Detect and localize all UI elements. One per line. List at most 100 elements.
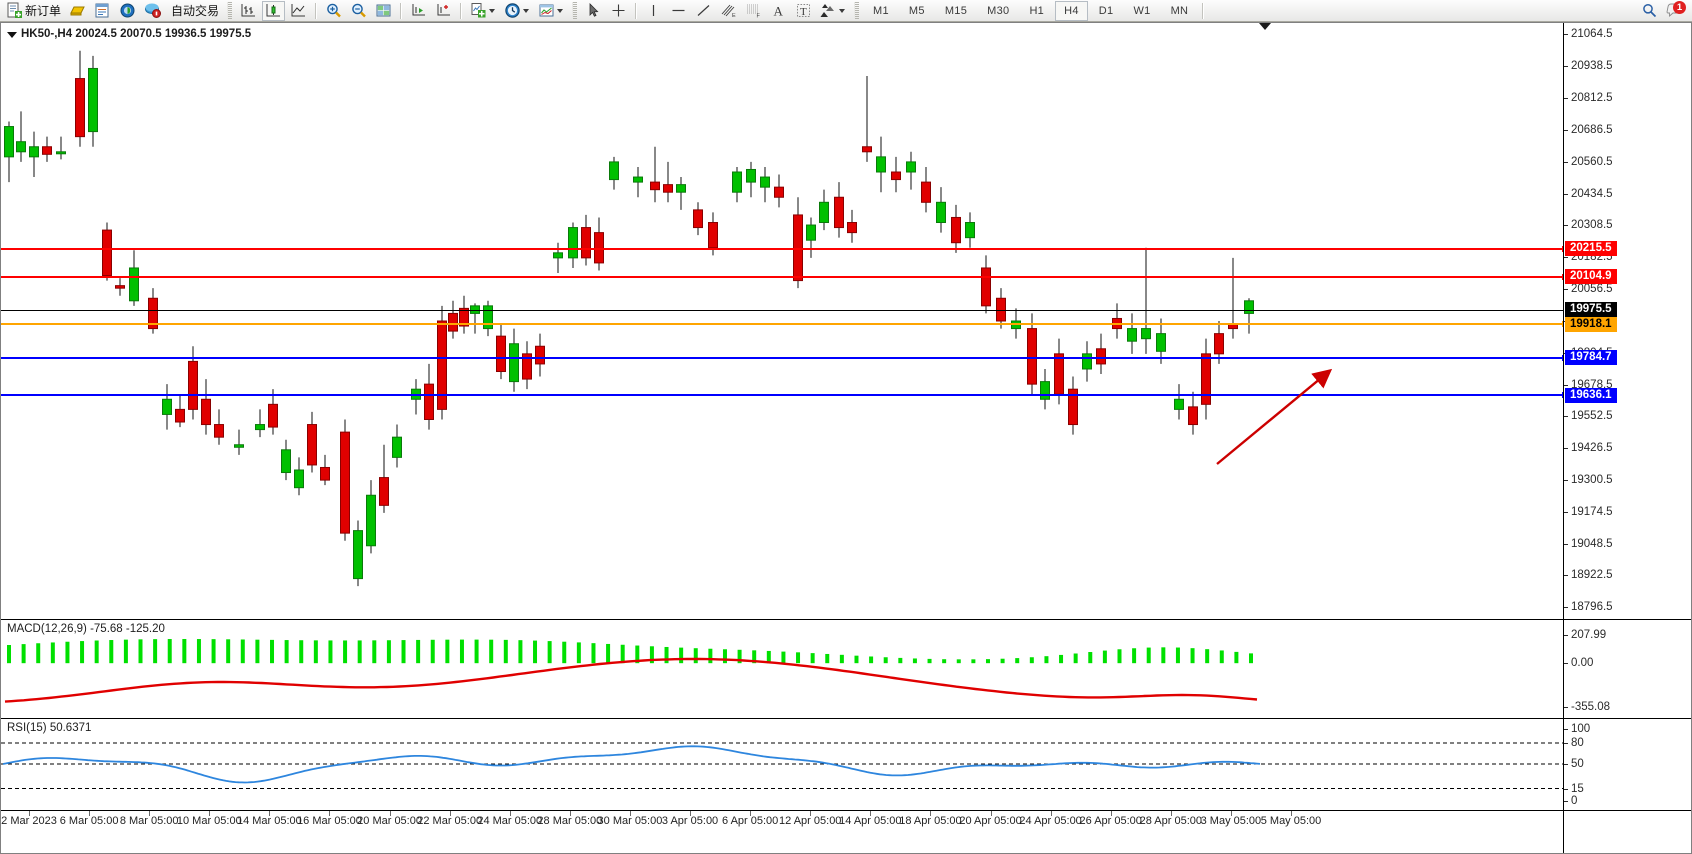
equidistant-channel-button[interactable]: E (717, 1, 740, 21)
chart-shift-button[interactable] (407, 1, 430, 21)
time-axis-label: 22 Mar 05:00 (417, 815, 483, 827)
price-badge-support-line[interactable]: 19784.7 (1565, 350, 1617, 366)
time-axis-tick (1291, 811, 1292, 816)
candle (522, 353, 532, 380)
indicators-button[interactable] (467, 1, 499, 21)
macd-histogram-bar (1249, 653, 1253, 664)
timeframe-M1[interactable]: M1 (864, 1, 898, 21)
auto-scroll-button[interactable] (432, 1, 455, 21)
candle (214, 424, 224, 438)
shapes-dropdown-caret[interactable] (839, 8, 846, 13)
candlestick-chart-button[interactable] (262, 0, 286, 21)
price-badge-last-price-line[interactable]: 19975.5 (1565, 302, 1617, 317)
zoom-in-button[interactable] (322, 1, 345, 21)
macd-histogram-bar (445, 639, 450, 664)
line-anchor-handle[interactable] (1562, 245, 1563, 252)
price-badge-support-line[interactable]: 19636.1 (1565, 387, 1617, 403)
macd-histogram-bar (606, 643, 611, 664)
timeframe-M30[interactable]: M30 (978, 1, 1018, 21)
vertical-line-button[interactable] (642, 1, 665, 21)
timeframe-D1[interactable]: D1 (1090, 1, 1123, 21)
macd-histogram-bar (80, 641, 85, 664)
line-chart-button[interactable] (287, 1, 310, 21)
price-plot-area[interactable] (1, 23, 1563, 619)
trend-arrow-annotation[interactable] (1, 23, 1563, 619)
indicators-dropdown-caret[interactable] (489, 8, 496, 13)
search-button[interactable] (1638, 1, 1661, 21)
trendline-icon (695, 2, 712, 19)
candle (834, 196, 844, 229)
timeframe-W1[interactable]: W1 (1124, 1, 1159, 21)
macd-histogram-bar (182, 638, 187, 664)
main-toolbar: 新订单 (0, 0, 1692, 22)
rsi-pane[interactable]: RSI(15) 50.6371 100 80 50 15 0 (1, 718, 1691, 810)
toolbar-grip-1[interactable] (227, 2, 233, 19)
symbol-collapse-arrow[interactable] (7, 32, 17, 38)
terminal-button[interactable] (91, 1, 114, 21)
price-badge-resistance-line[interactable]: 20104.9 (1565, 269, 1617, 285)
chart-window[interactable]: HK50-,H4 20024.5 20070.5 19936.5 19975.5… (0, 22, 1692, 854)
crosshair-button[interactable] (607, 1, 630, 21)
timeframe-H1[interactable]: H1 (1020, 1, 1053, 21)
time-axis[interactable]: 2 Mar 2023 6 Mar 05:00 8 Mar 05:00 10 Mar 0… (1, 810, 1691, 853)
data-window-button[interactable] (116, 1, 139, 21)
price-badge-resistance-line[interactable]: 20215.5 (1565, 241, 1617, 257)
line-anchor-handle[interactable] (1562, 273, 1563, 280)
zoom-out-button[interactable] (347, 1, 370, 21)
notification-button[interactable]: 1 (1663, 0, 1686, 21)
timeframe-H4[interactable]: H4 (1055, 0, 1088, 21)
candlestick-icon (265, 2, 282, 19)
toolbar-grip-2[interactable] (572, 2, 578, 19)
strategy-tester-button[interactable] (141, 1, 164, 21)
macd-histogram-bar (664, 646, 669, 664)
candle (1082, 353, 1092, 370)
shapes-button[interactable] (817, 1, 849, 21)
rsi-scale[interactable]: 100 80 50 15 0 (1563, 719, 1691, 810)
candle (906, 161, 916, 173)
price-scale[interactable]: 21064.5 20938.5 20812.5 20686.5 20560.5 20434… (1563, 23, 1691, 619)
candle (609, 161, 619, 181)
timeframe-MN[interactable]: MN (1162, 1, 1198, 21)
horizontal-line-button[interactable] (667, 1, 690, 21)
timeframe-label: MN (1170, 4, 1189, 17)
timeframe-M5[interactable]: M5 (900, 1, 934, 21)
chart-top-marker[interactable] (1259, 23, 1271, 30)
price-pane[interactable]: HK50-,H4 20024.5 20070.5 19936.5 19975.5… (1, 23, 1691, 619)
candle (819, 201, 829, 224)
trendline-button[interactable] (692, 1, 715, 21)
macd-scale[interactable]: 207.99 0.00 -355.08 (1563, 620, 1691, 718)
price-badge-pivot-line[interactable]: 19918.1 (1565, 316, 1617, 332)
macd-histogram-bar (679, 647, 684, 664)
gold-bar-button[interactable] (66, 1, 89, 21)
time-axis-label: 2 Mar 2023 (1, 815, 57, 827)
new-order-button[interactable]: 新订单 (3, 1, 64, 21)
text-button[interactable]: A (767, 1, 790, 21)
rsi-plot-area[interactable] (1, 719, 1563, 810)
periods-button[interactable] (501, 1, 533, 21)
candle (307, 424, 317, 466)
toolbar-grip-3[interactable] (854, 2, 860, 19)
candle (188, 360, 198, 410)
line-anchor-handle[interactable] (1562, 392, 1563, 399)
macd-plot-area[interactable] (1, 620, 1563, 718)
fibonacci-button[interactable]: F (742, 1, 765, 21)
autotrade-button[interactable]: 自动交易 (166, 1, 222, 21)
vertical-line-icon (645, 2, 662, 19)
text-label-button[interactable]: T (792, 1, 815, 21)
templates-button[interactable] (535, 1, 567, 21)
periods-dropdown-caret[interactable] (523, 8, 530, 13)
timeframe-M15[interactable]: M15 (936, 1, 976, 21)
time-axis-label: 12 Apr 05:00 (779, 815, 842, 827)
candle (981, 267, 991, 307)
time-axis-label: 28 Mar 05:00 (537, 815, 603, 827)
grid-button[interactable] (372, 1, 395, 21)
macd-pane[interactable]: MACD(12,26,9) -75.68 -125.20 207.99 0.00 -… (1, 619, 1691, 718)
bar-chart-button[interactable] (237, 1, 260, 21)
candle (581, 227, 591, 259)
line-anchor-handle[interactable] (1562, 321, 1563, 327)
templates-dropdown-caret[interactable] (557, 8, 564, 13)
macd-tick-label: -355.08 (1564, 701, 1610, 714)
line-anchor-handle[interactable] (1562, 354, 1563, 361)
macd-histogram-bar (1175, 647, 1180, 664)
cursor-button[interactable] (582, 1, 605, 21)
